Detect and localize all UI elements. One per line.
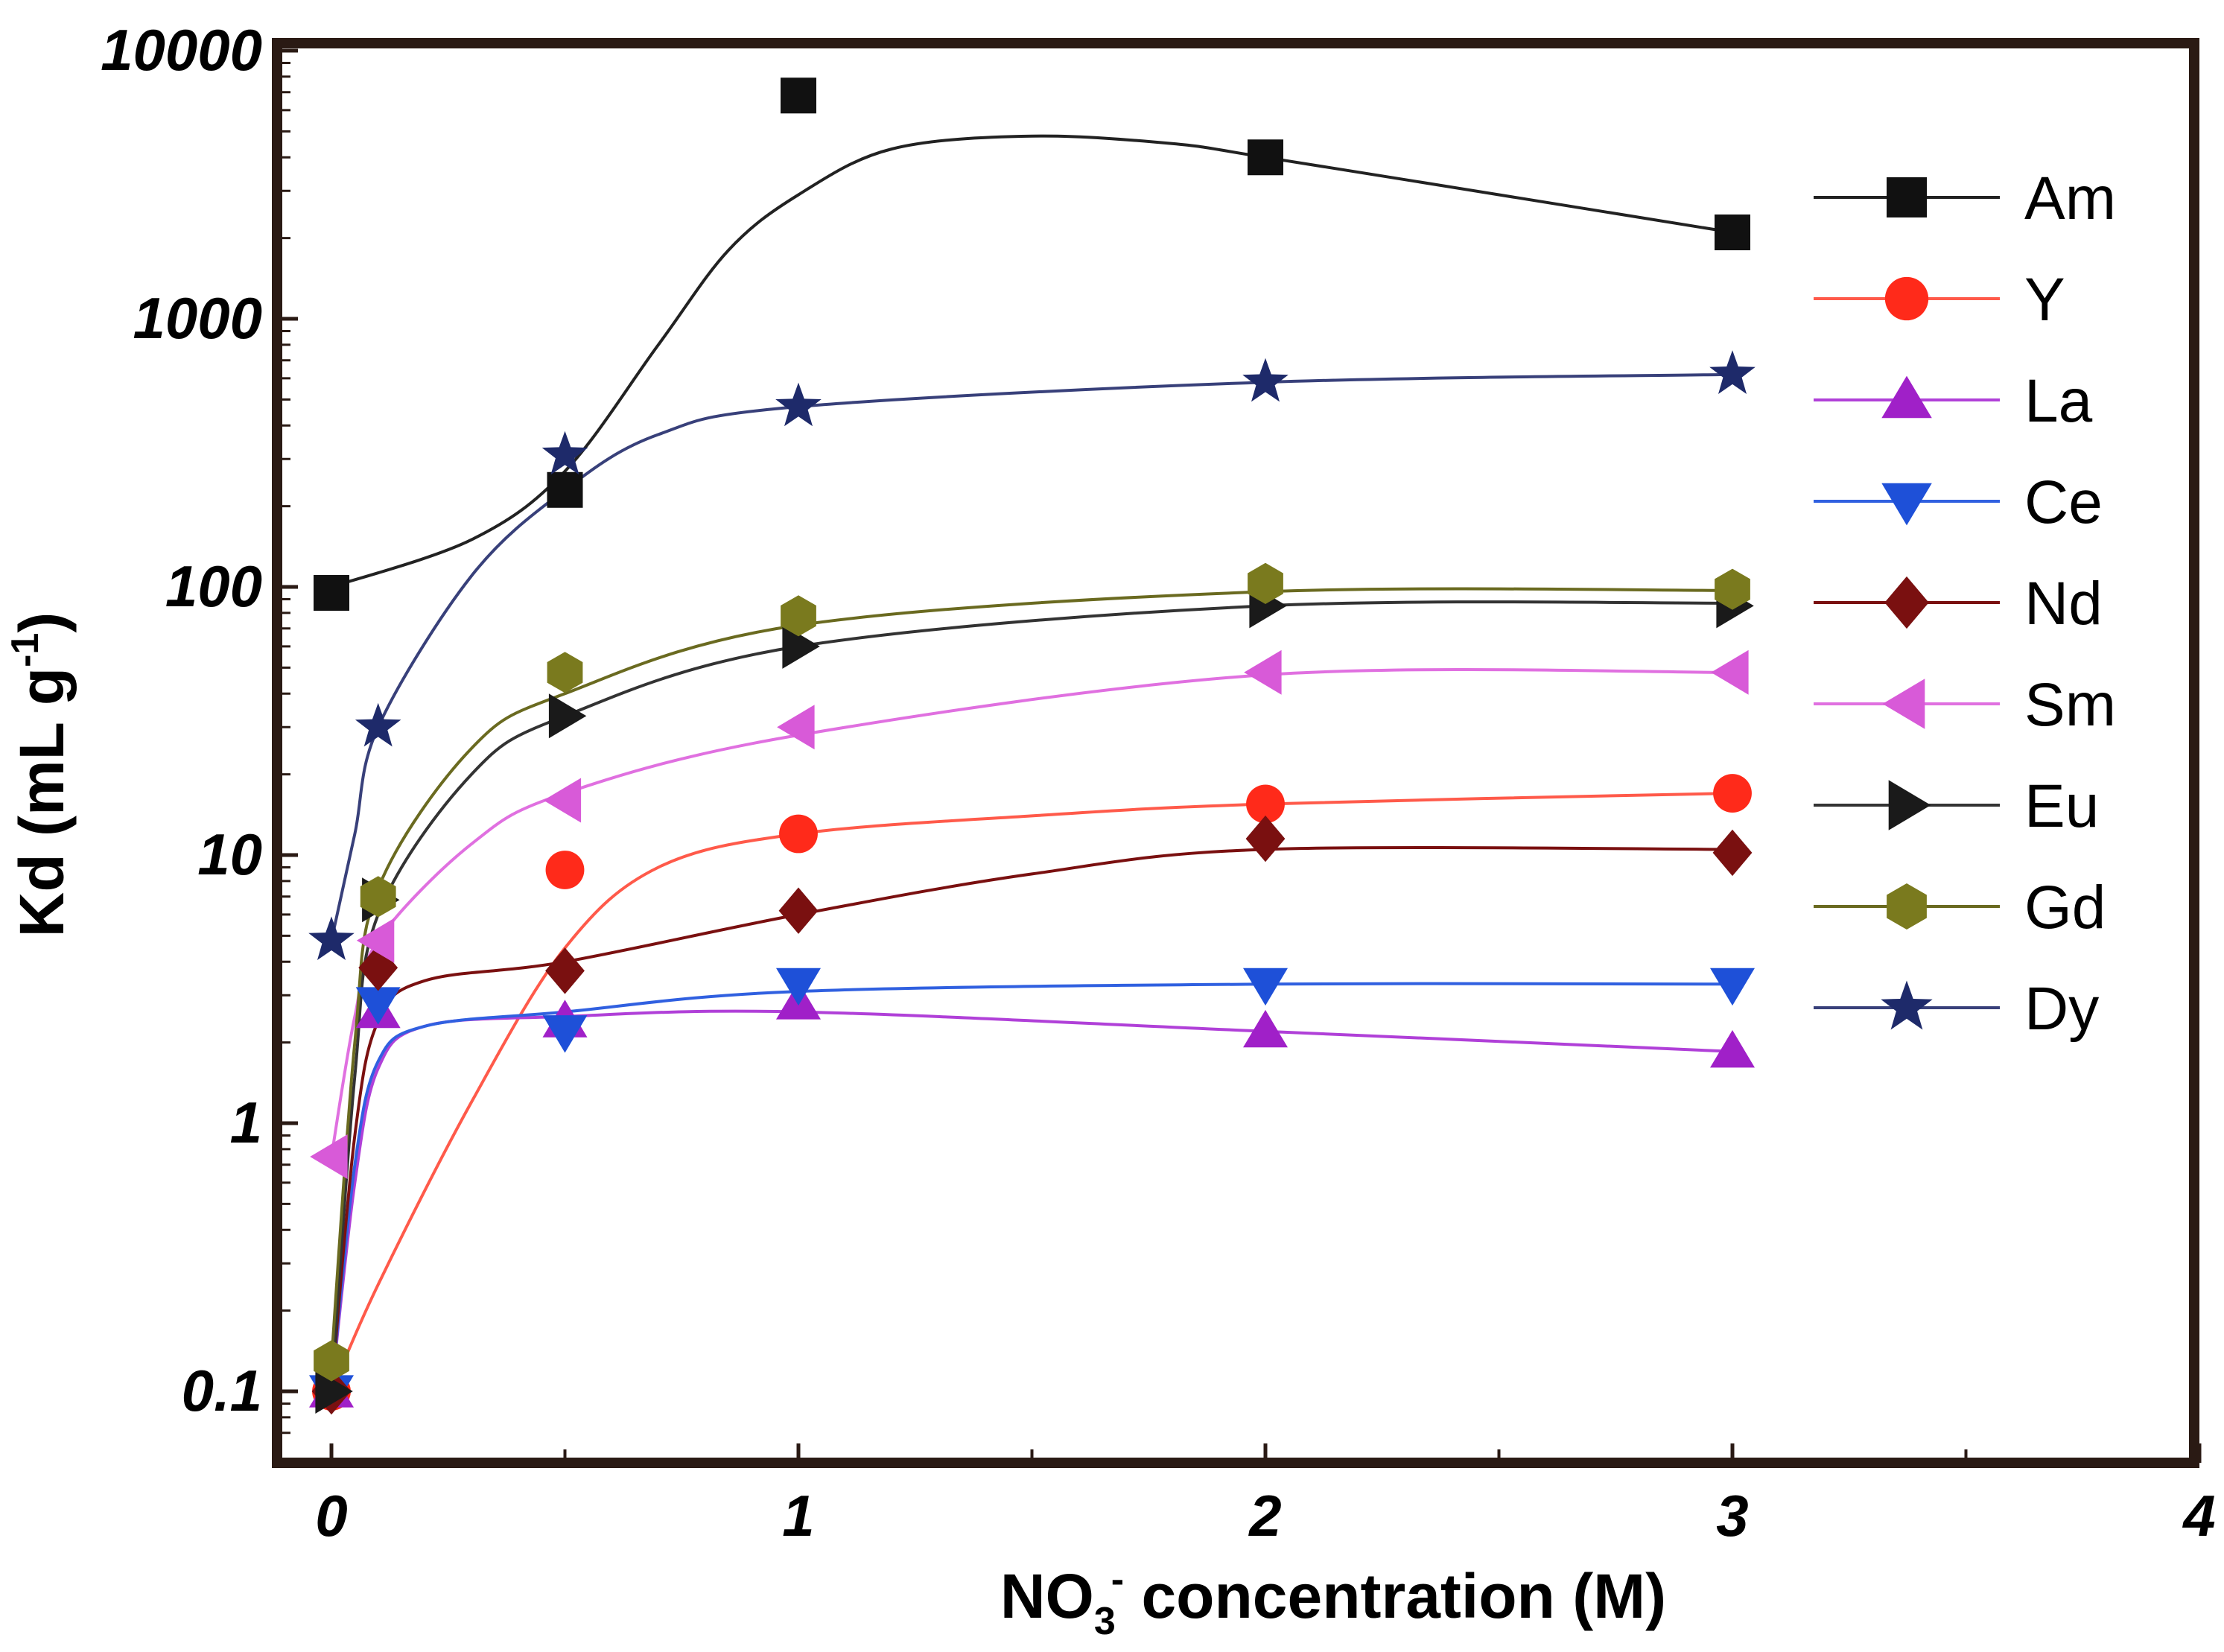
plot-frame [272,38,2199,1468]
marker-ce-3 [776,968,821,1006]
marker-ce-5 [1710,968,1755,1006]
curve-y [330,792,1733,1392]
x-tick-label: 2 [1248,1483,1281,1548]
marker-y-1 [545,851,585,889]
curve-ce [330,982,1733,1392]
marker-gd-1 [360,876,396,918]
y-tick-label: 10 [197,822,262,887]
curve-nd [330,845,1733,1392]
marker-am-1 [547,471,583,508]
marker-sm-0 [310,1134,348,1179]
y-axis-ticks: 0.1 1 10 100 1000 10000 [101,17,298,1435]
x-axis-label-superscript: - [1111,1558,1124,1601]
curve-dy [330,372,1733,941]
legend-marker-sm [1882,679,1925,729]
legend-label-la: La [2024,367,2093,435]
x-tick-label: 1 [782,1483,814,1548]
marker-sm-5 [1711,649,1749,695]
marker-eu-2 [548,693,587,739]
marker-am-0 [314,575,349,611]
marker-nd-4 [1245,815,1286,862]
legend-marker-ce [1881,483,1932,526]
marker-gd-5 [1715,568,1750,610]
legend: Am Y La Ce Nd Sm Eu Gd Dy [1814,165,2116,1043]
curve-la [330,1009,1733,1392]
marker-nd-3 [778,887,819,934]
marker-dy-2 [541,431,588,475]
y-axis-label: Kd (mL g-1) [4,612,77,938]
marker-gd-0 [314,1340,349,1382]
legend-label-gd: Gd [2024,874,2106,941]
marker-gd-3 [781,595,816,637]
legend-label-sm: Sm [2024,671,2116,739]
marker-am-2 [781,77,816,114]
legend-label-nd: Nd [2024,570,2103,638]
legend-marker-la [1881,375,1932,419]
y-axis-label-superscript: -1 [4,633,47,667]
marker-dy-4 [1242,358,1289,402]
marker-dy-3 [775,382,822,427]
marker-y-4 [1713,774,1752,813]
marker-ce-1 [355,987,401,1025]
legend-marker-gd [1887,883,1927,930]
y-tick-label: 100 [165,553,262,619]
x-axis-label-subscript: 3 [1094,1600,1116,1643]
marker-nd-5 [1712,829,1753,877]
marker-dy-0 [308,916,355,960]
y-tick-label: 0.1 [182,1358,262,1423]
legend-label-ce: Ce [2024,468,2103,536]
legend-marker-am [1887,177,1927,217]
marker-eu-0 [315,1369,353,1414]
x-axis-label: NO3- concentration (M) [1000,1558,1666,1643]
x-axis-label-rest: concentration (M) [1124,1561,1666,1631]
legend-label-eu: Eu [2024,772,2099,840]
marker-ce-2 [542,1015,588,1053]
marker-dy-5 [1709,350,1756,394]
legend-label-am: Am [2024,165,2116,232]
marker-gd-4 [1248,562,1283,604]
marker-nd-2 [545,947,585,994]
marker-eu-3 [782,623,820,669]
marker-sm-3 [777,705,815,750]
legend-marker-y [1884,276,1929,321]
marker-y-3 [1246,784,1285,824]
legend-label-y: Y [2024,266,2065,334]
data-markers [308,77,1756,1415]
x-tick-label: 4 [2182,1483,2215,1548]
marker-sm-1 [356,918,395,963]
x-axis-ticks: 0 1 2 3 4 [315,1443,2216,1548]
marker-y-2 [779,814,818,854]
x-tick-label: 0 [315,1483,347,1548]
y-axis-label-rest: ) [7,612,77,633]
marker-am-4 [1715,215,1750,251]
marker-am-3 [1248,139,1283,176]
marker-gd-2 [547,652,583,693]
y-tick-label: 1 [230,1090,262,1155]
y-tick-label: 10000 [101,17,262,83]
marker-sm-2 [543,778,582,823]
x-axis-label-main: NO [1000,1561,1094,1631]
legend-marker-eu [1888,780,1931,830]
legend-label-dy: Dy [2024,975,2099,1043]
x-tick-label: 3 [1716,1483,1748,1548]
legend-marker-dy [1881,980,1933,1030]
marker-la-4 [1243,1009,1288,1048]
marker-la-5 [1710,1030,1755,1068]
legend-marker-nd [1884,576,1929,629]
marker-dy-1 [355,702,401,747]
marker-ce-4 [1243,968,1288,1006]
marker-nd-1 [358,944,398,991]
y-axis-label-main: Kd (mL g [7,667,77,937]
y-tick-label: 1000 [133,285,262,351]
marker-sm-4 [1244,649,1282,695]
